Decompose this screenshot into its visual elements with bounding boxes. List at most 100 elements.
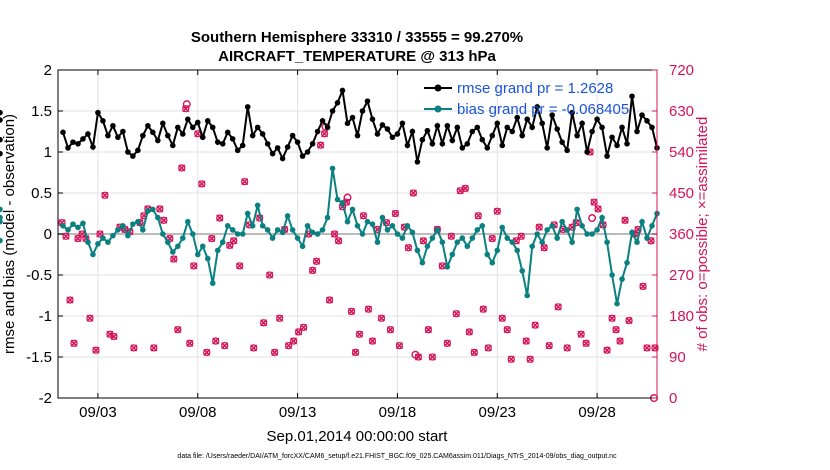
obs-possible-circle: [452, 310, 460, 318]
obs-marker: [260, 319, 268, 327]
obs-marker: [395, 341, 404, 350]
obs-assimilated-x: [540, 244, 548, 252]
obs-possible-circle: [503, 326, 511, 334]
obs-assimilated-x: [386, 326, 394, 334]
obs-possible-circle: [507, 355, 515, 363]
obs-possible-circle: [470, 348, 478, 357]
obs-marker: [428, 353, 437, 361]
bias-point: [454, 239, 461, 245]
x-tick-label: 09/28: [578, 404, 616, 421]
obs-possible-circle: [316, 141, 325, 149]
obs-assimilated-x: [419, 237, 427, 245]
obs-assimilated-x: [130, 344, 138, 352]
obs-assimilated-x: [178, 164, 186, 172]
x-tick-label: 09/13: [279, 404, 317, 421]
right-y-tick-label: 0: [669, 390, 677, 407]
obs-possible-circle: [260, 319, 268, 327]
obs-possible-circle: [493, 207, 501, 215]
obs-assimilated-x: [190, 262, 198, 270]
obs-assimilated-x: [212, 337, 220, 345]
obs-possible-circle: [270, 348, 279, 357]
obs-marker: [221, 341, 229, 350]
obs-assimilated-x: [616, 337, 624, 345]
right-y-axis-label: # of obs: o=possible; ×=assimilated: [694, 117, 711, 352]
rmse-point: [155, 137, 161, 144]
obs-marker: [236, 262, 244, 270]
bias-point: [559, 218, 565, 225]
rmse-point: [494, 120, 501, 127]
obs-marker: [174, 326, 182, 334]
bias-point: [279, 229, 286, 236]
bias-point: [434, 227, 441, 233]
obs-assimilated-x: [493, 207, 501, 215]
bias-point: [125, 232, 131, 239]
bias-point: [75, 224, 81, 231]
obs-marker: [130, 344, 138, 352]
x-tick-label: 09/08: [179, 404, 217, 421]
obs-possible-circle: [368, 337, 377, 345]
obs-marker: [612, 326, 620, 334]
bias-point: [469, 235, 476, 241]
obs-assimilated-x: [335, 237, 343, 245]
obs-assimilated-x: [554, 303, 562, 311]
rmse-point: [504, 124, 511, 131]
rmse-point: [175, 124, 181, 131]
obs-possible-circle: [208, 234, 216, 243]
rmse-point: [579, 120, 585, 127]
rmse-point: [0, 136, 3, 143]
bias-point: [130, 221, 136, 227]
bias-point: [0, 237, 3, 244]
obs-marker: [545, 341, 553, 350]
obs-marker: [419, 237, 428, 245]
bias-point: [394, 231, 401, 237]
obs-marker: [66, 296, 74, 304]
rmse-point: [125, 149, 131, 155]
rmse-point: [194, 119, 201, 126]
obs-marker: [190, 262, 198, 270]
rmse-point: [434, 122, 441, 129]
obs-marker: [540, 244, 548, 252]
bias-point: [604, 239, 610, 245]
rmse-point: [115, 134, 121, 141]
obs-marker: [86, 314, 94, 322]
rmse-point: [165, 132, 171, 139]
bias-point: [264, 227, 271, 233]
rmse-point: [604, 153, 610, 159]
legend-bias-label: bias grand pr = -0.068405: [457, 101, 629, 118]
rmse-point: [140, 132, 146, 139]
obs-possible-circle: [577, 330, 585, 338]
obs-marker: [409, 189, 418, 197]
rmse-point: [464, 141, 471, 147]
rmse-point: [569, 109, 575, 116]
obs-possible-circle: [156, 205, 164, 213]
obs-assimilated-x: [563, 344, 571, 352]
bias-point: [589, 231, 595, 237]
obs-possible-circle: [377, 314, 386, 322]
rmse-point: [150, 129, 156, 136]
obs-possible-circle: [404, 244, 413, 252]
rmse-point: [145, 122, 151, 129]
obs-marker: [70, 339, 78, 347]
obs-assimilated-x: [216, 214, 224, 222]
obs-possible-circle: [110, 332, 118, 341]
rmse-point: [274, 145, 281, 151]
obs-assimilated-x: [186, 339, 194, 347]
rmse-point: [0, 117, 3, 123]
obs-possible-circle: [522, 337, 530, 345]
obs-assimilated-x: [503, 326, 511, 334]
obs-marker: [275, 314, 284, 322]
bias-point: [644, 235, 650, 241]
obs-marker: [160, 216, 168, 224]
obs-possible-circle: [325, 296, 334, 304]
left-y-tick-label: 1: [44, 144, 52, 161]
obs-assimilated-x: [290, 337, 298, 345]
obs-possible-circle: [461, 184, 469, 193]
obs-possible-circle: [182, 105, 190, 113]
left-y-tick-label: -1: [39, 308, 52, 325]
obs-assimilated-x: [331, 230, 339, 238]
obs-marker: [535, 223, 543, 231]
rmse-point: [374, 131, 381, 137]
obs-marker: [498, 314, 506, 322]
obs-possible-circle: [174, 326, 182, 334]
rmse-point: [529, 124, 536, 131]
